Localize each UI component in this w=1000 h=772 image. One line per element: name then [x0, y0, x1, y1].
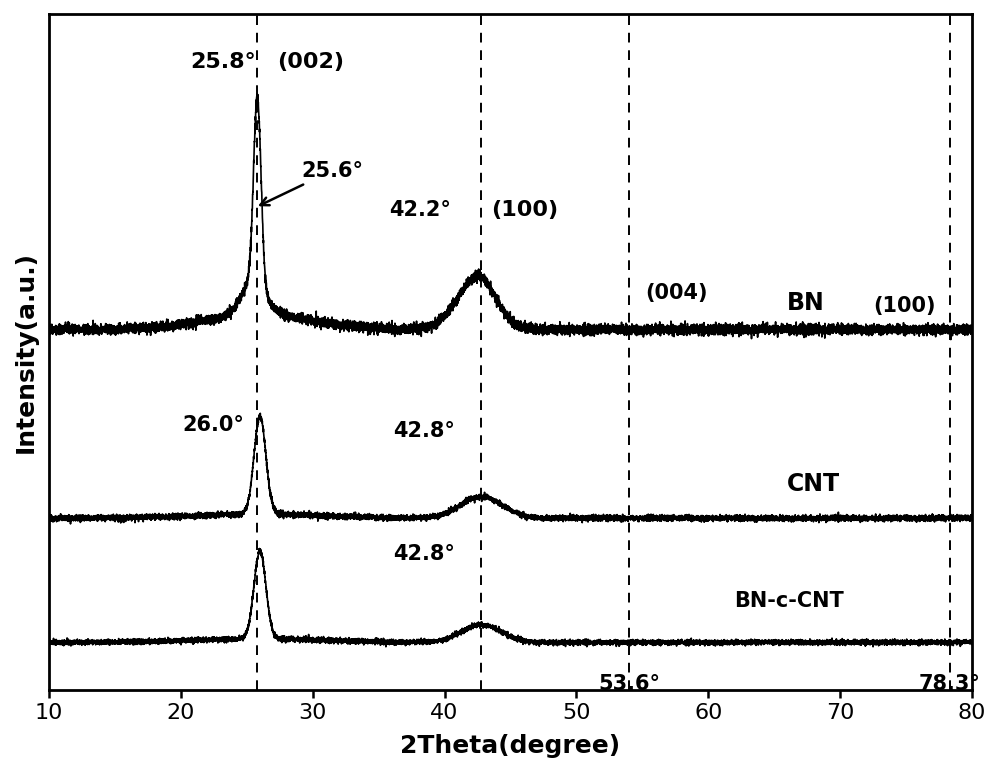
Text: BN-c-CNT: BN-c-CNT [735, 591, 844, 611]
Text: BN: BN [787, 291, 825, 315]
Text: 53.6°: 53.6° [598, 675, 660, 695]
Text: (100): (100) [491, 200, 558, 220]
Text: 26.0°: 26.0° [183, 415, 245, 435]
Text: 78.3°: 78.3° [919, 675, 980, 695]
Text: 42.2°: 42.2° [389, 200, 451, 220]
Text: 25.8°: 25.8° [190, 52, 256, 73]
Text: 25.6°: 25.6° [260, 161, 363, 205]
Text: (004): (004) [645, 283, 707, 303]
X-axis label: 2Theta(degree): 2Theta(degree) [400, 734, 621, 758]
Text: 42.8°: 42.8° [393, 421, 455, 441]
Text: CNT: CNT [787, 472, 840, 496]
Text: (002): (002) [277, 52, 344, 73]
Text: 42.8°: 42.8° [393, 543, 455, 564]
Text: (100): (100) [873, 296, 936, 316]
Y-axis label: Intensity(a.u.): Intensity(a.u.) [14, 251, 38, 453]
